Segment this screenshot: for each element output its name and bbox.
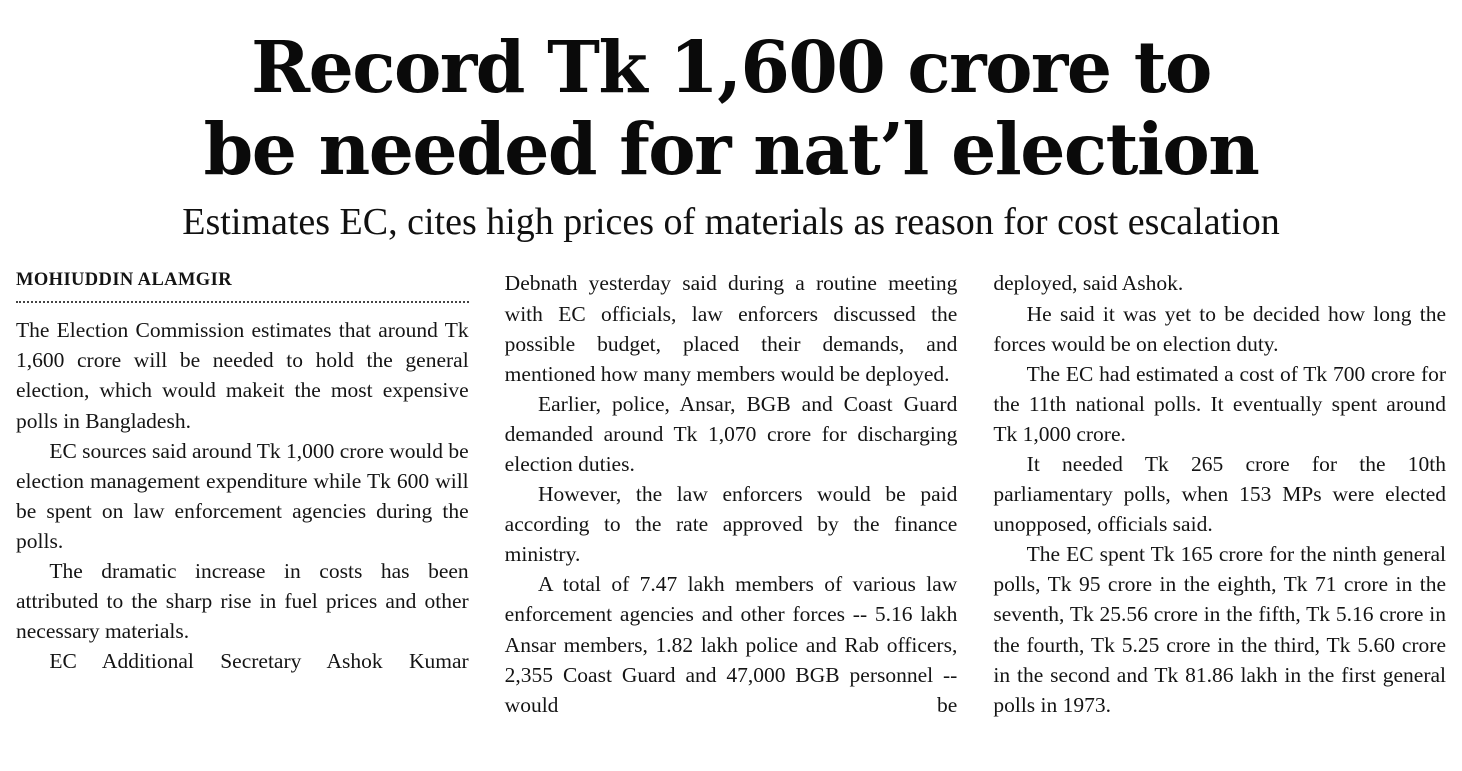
paragraph: The EC spent Tk 165 crore for the ninth … — [993, 542, 1447, 717]
article-headline: Record Tk 1,600 crore to be needed for n… — [16, 26, 1446, 191]
article-subheadline: Estimates EC, cites high prices of mater… — [182, 200, 1280, 243]
paragraph: However, the law enforcers would be paid… — [504, 482, 958, 567]
headline-line-2: be needed for nat’l election — [203, 107, 1260, 192]
paragraph: EC Additional Secretary Ashok Kumar — [49, 649, 469, 674]
byline: MOHIUDDIN ALAMGIR — [16, 270, 232, 291]
article-column-1: MOHIUDDIN ALAMGIR The Election Commissio… — [16, 268, 469, 719]
byline-divider — [16, 301, 469, 304]
headline-line-1: Record Tk 1,600 crore to — [251, 25, 1212, 109]
article-column-3: deployed, said Ashok. He said it was yet… — [993, 268, 1446, 719]
paragraph: The Election Commission estimates that a… — [16, 318, 469, 433]
paragraph: Earlier, police, Ansar, BGB and Coast Gu… — [504, 391, 958, 476]
paragraph: Debnath yesterday said during a routine … — [504, 271, 958, 386]
paragraph: It needed Tk 265 crore for the 10th parl… — [993, 451, 1447, 537]
paragraph: The EC had estimated a cost of Tk 700 cr… — [993, 361, 1447, 446]
paragraph: A total of 7.47 lakh members of various … — [504, 572, 958, 717]
article-body-columns: MOHIUDDIN ALAMGIR The Election Commissio… — [16, 268, 1446, 719]
paragraph: deployed, said Ashok. — [993, 271, 1184, 296]
paragraph: EC sources said around Tk 1,000 crore wo… — [16, 438, 469, 553]
paragraph: The dramatic increase in costs has been … — [16, 559, 469, 644]
article-column-2: Debnath yesterday said during a routine … — [505, 268, 958, 719]
paragraph: He said it was yet to be decided how lon… — [993, 301, 1447, 356]
